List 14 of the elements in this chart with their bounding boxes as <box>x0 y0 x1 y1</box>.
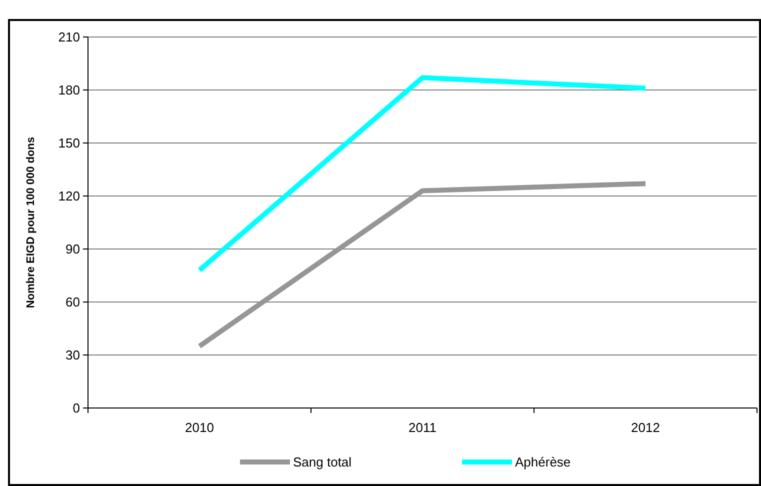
y-tick-label: 210 <box>58 30 80 45</box>
x-tick-label: 2012 <box>631 420 660 435</box>
y-tick-label: 30 <box>66 348 80 363</box>
y-tick-label: 120 <box>58 188 80 204</box>
y-axis-title: Nombre EIGD pour 100 000 dons <box>25 136 37 308</box>
y-tick-label: 60 <box>66 294 80 310</box>
y-tick-label: 90 <box>66 242 80 257</box>
y-tick-label: 150 <box>58 136 80 151</box>
y-tick-label: 180 <box>58 82 80 98</box>
x-tick-label: 2011 <box>408 420 436 435</box>
x-tick-label: 2010 <box>185 420 214 435</box>
legend-label: Aphérèse <box>515 454 571 470</box>
y-tick-label: 0 <box>72 400 80 416</box>
legend-label: Sang total <box>293 454 352 470</box>
